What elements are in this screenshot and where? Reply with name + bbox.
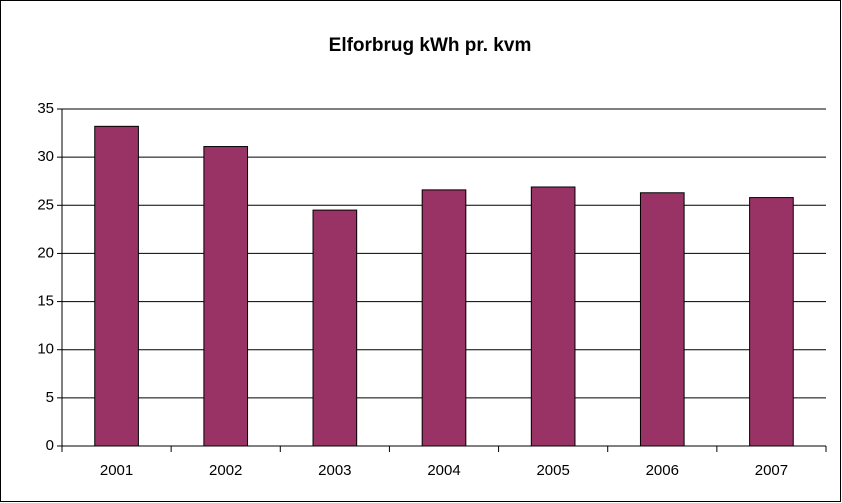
bar <box>639 192 685 447</box>
y-tick-label: 35 <box>37 100 54 117</box>
bar <box>421 189 467 447</box>
y-tick-label: 20 <box>37 244 54 261</box>
x-tick-label: 2006 <box>646 462 679 479</box>
x-tick-label: 2005 <box>536 462 569 479</box>
y-tick-label: 5 <box>46 389 54 406</box>
bar <box>312 209 358 447</box>
chart-title: Elforbrug kWh pr. kvm <box>329 35 532 56</box>
bar <box>530 186 576 447</box>
y-tick-label: 30 <box>37 148 54 165</box>
x-tick-label: 2001 <box>100 462 133 479</box>
y-tick-label: 0 <box>46 437 54 454</box>
x-tick-label: 2002 <box>209 462 242 479</box>
x-tick-label: 2007 <box>755 462 788 479</box>
y-tick-label: 10 <box>37 341 54 358</box>
bar <box>749 197 794 447</box>
x-tick-label: 2004 <box>427 462 460 479</box>
x-tick-label: 2003 <box>318 462 351 479</box>
bar <box>94 125 139 447</box>
bar <box>203 146 249 447</box>
y-tick-label: 25 <box>37 196 54 213</box>
y-tick-label: 15 <box>37 293 54 310</box>
